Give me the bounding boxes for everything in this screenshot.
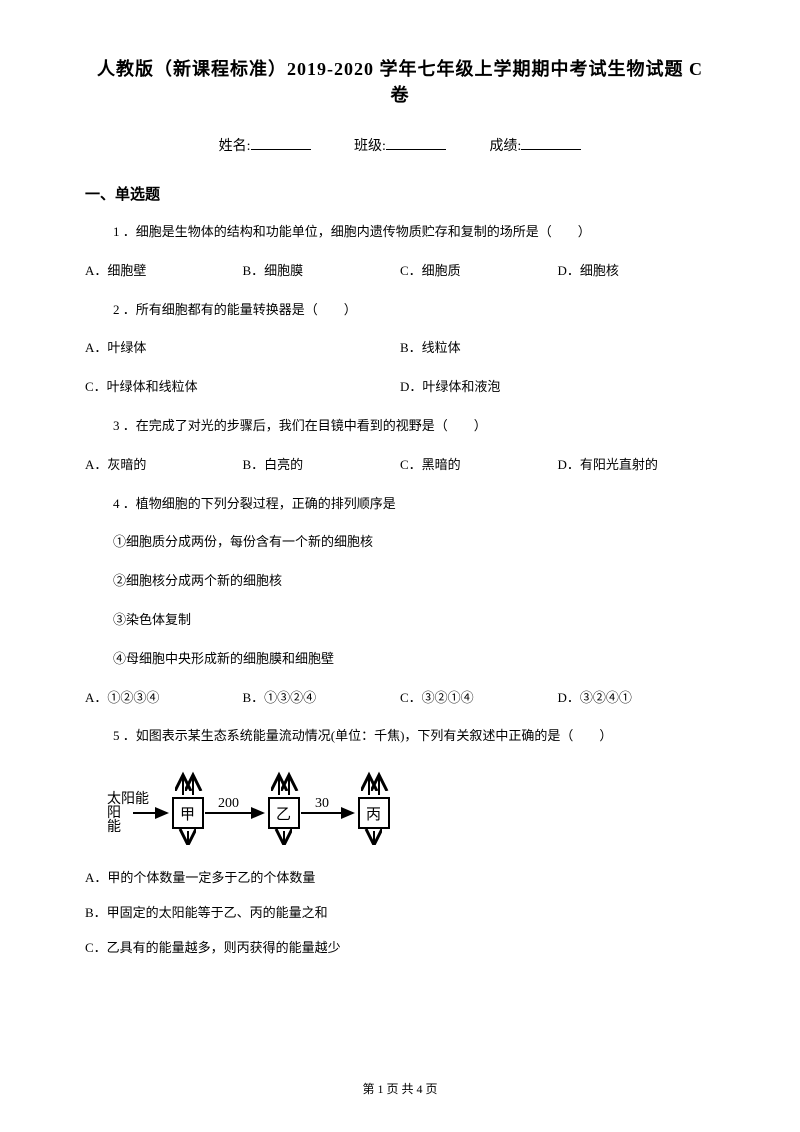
page-footer: 第 1 页 共 4 页 xyxy=(0,1080,800,1097)
class-blank xyxy=(386,149,446,150)
q4-opt-c: C．③②①④ xyxy=(400,688,558,709)
section-1-title: 一、单选题 xyxy=(85,183,715,204)
question-2: 2 ．所有细胞都有的能量转换器是（ ） xyxy=(113,300,715,321)
svg-text:甲: 甲 xyxy=(180,807,195,823)
q4-sub3: ③染色体复制 xyxy=(113,610,715,631)
svg-text:200: 200 xyxy=(218,796,239,811)
q3-opt-b: B．白亮的 xyxy=(243,455,401,476)
score-label: 成绩: xyxy=(489,139,521,154)
svg-text:30: 30 xyxy=(315,796,329,811)
q4-sub1: ①细胞质分成两份，每份含有一个新的细胞核 xyxy=(113,532,715,553)
class-label: 班级: xyxy=(354,139,386,154)
q1-opt-b: B．细胞膜 xyxy=(243,261,401,282)
name-blank xyxy=(251,149,311,150)
exam-title: 人教版（新课程标准）2019-2020 学年七年级上学期期中考试生物试题 C 卷 xyxy=(85,55,715,107)
q4-sub2: ②细胞核分成两个新的细胞核 xyxy=(113,571,715,592)
energy-flow-diagram: 太阳能 阳 能 甲 200 乙 30 丙 xyxy=(105,765,715,850)
question-5: 5 ．如图表示某生态系统能量流动情况(单位：千焦)，下列有关叙述中正确的是（ ） xyxy=(113,726,715,747)
q2-options-row1: A．叶绿体 B．线粒体 xyxy=(85,338,715,359)
q3-opt-c: C．黑暗的 xyxy=(400,455,558,476)
q1-opt-d: D．细胞核 xyxy=(558,261,716,282)
q1-options: A．细胞壁 B．细胞膜 C．细胞质 D．细胞核 xyxy=(85,261,715,282)
score-blank xyxy=(521,149,581,150)
question-4: 4 ．植物细胞的下列分裂过程，正确的排列顺序是 xyxy=(113,494,715,515)
q3-opt-d: D．有阳光直射的 xyxy=(558,455,716,476)
q5-opt-c: C．乙具有的能量越多，则丙获得的能量越少 xyxy=(85,938,715,959)
question-1: 1 ．细胞是生物体的结构和功能单位，细胞内遗传物质贮存和复制的场所是（ ） xyxy=(113,222,715,243)
svg-text:乙: 乙 xyxy=(276,807,291,823)
q2-opt-b: B．线粒体 xyxy=(400,338,715,359)
q4-sub4: ④母细胞中央形成新的细胞膜和细胞壁 xyxy=(113,649,715,670)
q2-opt-a: A．叶绿体 xyxy=(85,338,400,359)
svg-text:阳: 阳 xyxy=(107,805,121,821)
q3-options: A．灰暗的 B．白亮的 C．黑暗的 D．有阳光直射的 xyxy=(85,455,715,476)
svg-text:丙: 丙 xyxy=(366,807,381,823)
q1-opt-a: A．细胞壁 xyxy=(85,261,243,282)
student-info-line: 姓名: 班级: 成绩: xyxy=(85,135,715,155)
q4-opt-d: D．③②④① xyxy=(558,688,716,709)
q2-options-row2: C．叶绿体和线粒体 D．叶绿体和液泡 xyxy=(85,377,715,398)
q5-opt-b: B．甲固定的太阳能等于乙、丙的能量之和 xyxy=(85,903,715,924)
q3-opt-a: A．灰暗的 xyxy=(85,455,243,476)
q4-opt-a: A．①②③④ xyxy=(85,688,243,709)
q2-opt-d: D．叶绿体和液泡 xyxy=(400,377,715,398)
svg-text:能: 能 xyxy=(107,819,121,835)
q5-opt-a: A．甲的个体数量一定多于乙的个体数量 xyxy=(85,868,715,889)
question-3: 3 ．在完成了对光的步骤后，我们在目镜中看到的视野是（ ） xyxy=(113,416,715,437)
q2-opt-c: C．叶绿体和线粒体 xyxy=(85,377,400,398)
q1-opt-c: C．细胞质 xyxy=(400,261,558,282)
sun-label-1: 太阳能 xyxy=(107,791,149,807)
q4-opt-b: B．①③②④ xyxy=(243,688,401,709)
q4-options: A．①②③④ B．①③②④ C．③②①④ D．③②④① xyxy=(85,688,715,709)
name-label: 姓名: xyxy=(219,139,251,154)
